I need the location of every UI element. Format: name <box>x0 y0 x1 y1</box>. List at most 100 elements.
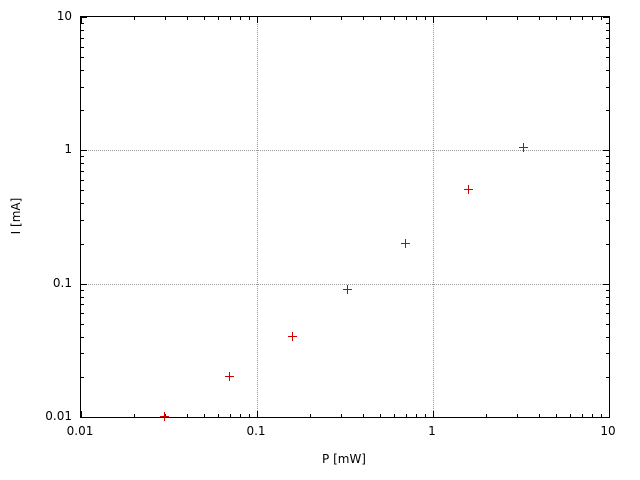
y-tick-mark <box>606 353 609 355</box>
y-tick-mark <box>606 179 609 181</box>
x-tick-mark <box>405 17 407 20</box>
y-tick-mark <box>606 86 609 88</box>
y-tick-mark <box>606 220 609 222</box>
y-tick-mark <box>81 17 87 18</box>
x-tick-mark <box>81 17 82 23</box>
data-point-marker <box>463 185 473 195</box>
x-tick-mark <box>380 414 382 417</box>
y-tick-mark <box>603 150 609 152</box>
x-tick-mark <box>600 17 602 20</box>
x-tick-mark <box>217 17 219 20</box>
y-tick-mark <box>81 289 84 291</box>
y-tick-mark <box>81 283 87 285</box>
y-tick-mark <box>81 353 84 355</box>
y-gridline <box>81 150 609 152</box>
plot-area <box>80 16 610 421</box>
x-tick-mark <box>362 17 364 20</box>
y-axis-title: I [mA] <box>9 197 23 235</box>
x-tick-mark <box>405 414 407 417</box>
y-tick-mark <box>81 29 84 31</box>
data-point-marker <box>400 238 410 248</box>
x-tick-mark <box>186 414 188 417</box>
y-tick-mark <box>606 156 609 158</box>
y-tick-mark <box>606 304 609 306</box>
x-tick-mark <box>609 17 610 23</box>
x-tick-mark <box>133 17 135 20</box>
y-tick-label: 1 <box>64 142 72 157</box>
data-point-marker <box>343 284 353 294</box>
y-tick-mark <box>606 376 609 378</box>
y-tick-mark <box>603 17 609 18</box>
x-tick-mark <box>248 17 250 20</box>
x-tick-mark <box>538 17 540 20</box>
y-tick-mark <box>606 243 609 245</box>
y-tick-mark <box>81 46 84 48</box>
x-tick-mark <box>81 411 82 417</box>
x-tick-mark <box>609 411 610 417</box>
x-tick-mark <box>433 17 434 23</box>
y-tick-mark <box>606 296 609 298</box>
y-tick-label: 10 <box>56 9 72 23</box>
y-tick-mark <box>606 29 609 31</box>
x-tick-mark <box>581 17 583 20</box>
x-tick-label: 0.1 <box>246 424 266 438</box>
x-tick-mark <box>340 414 342 417</box>
x-tick-mark <box>164 17 166 20</box>
x-tick-mark <box>204 17 206 20</box>
y-tick-mark <box>81 304 84 306</box>
x-tick-mark <box>186 17 188 20</box>
x-tick-mark <box>538 414 540 417</box>
y-tick-mark <box>606 163 609 165</box>
y-tick-mark <box>81 110 84 112</box>
x-tick-mark <box>309 17 311 20</box>
x-tick-mark <box>591 414 593 417</box>
x-tick-mark <box>239 414 241 417</box>
data-point-marker <box>224 371 234 381</box>
x-tick-mark <box>415 17 417 20</box>
x-tick-mark <box>362 414 364 417</box>
y-tick-mark <box>81 190 84 192</box>
y-tick-mark <box>81 203 84 205</box>
y-tick-mark <box>81 243 84 245</box>
x-tick-mark <box>485 414 487 417</box>
x-tick-mark <box>309 414 311 417</box>
y-tick-mark <box>81 57 84 59</box>
y-tick-mark <box>81 37 84 39</box>
x-tick-mark <box>393 414 395 417</box>
x-tick-label: 10 <box>600 424 616 438</box>
y-tick-mark <box>606 313 609 315</box>
y-tick-mark <box>606 289 609 291</box>
x-tick-mark <box>133 414 135 417</box>
y-tick-mark <box>606 110 609 112</box>
x-tick-label: 0.01 <box>66 424 94 438</box>
x-tick-mark <box>248 414 250 417</box>
y-tick-mark <box>606 203 609 205</box>
y-tick-label: 0.01 <box>45 409 72 423</box>
x-tick-mark <box>424 17 426 20</box>
y-tick-mark <box>606 170 609 172</box>
x-gridline <box>433 17 434 417</box>
y-tick-mark <box>81 156 84 158</box>
y-tick-mark <box>81 150 87 152</box>
y-tick-mark <box>606 336 609 338</box>
y-tick-mark <box>606 57 609 59</box>
x-tick-mark <box>229 414 231 417</box>
x-tick-mark <box>485 17 487 20</box>
x-tick-label: 1 <box>428 424 436 438</box>
x-axis-title: P [mW] <box>322 452 366 466</box>
x-tick-mark <box>516 17 518 20</box>
x-tick-mark <box>556 414 558 417</box>
x-tick-mark <box>569 17 571 20</box>
y-tick-mark <box>603 283 609 285</box>
data-point-marker <box>159 412 169 421</box>
x-tick-mark <box>433 411 434 417</box>
x-tick-mark <box>556 17 558 20</box>
data-point-marker <box>519 142 529 152</box>
y-tick-mark <box>606 46 609 48</box>
x-tick-mark <box>569 414 571 417</box>
x-tick-mark <box>239 17 241 20</box>
x-tick-mark <box>581 414 583 417</box>
y-tick-mark <box>81 179 84 181</box>
y-tick-mark <box>81 296 84 298</box>
